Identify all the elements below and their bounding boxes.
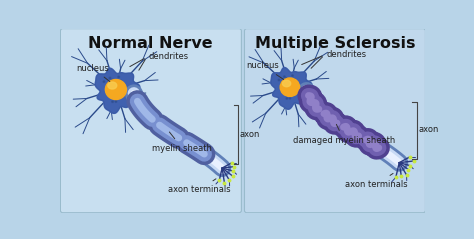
- Text: dendrites: dendrites: [326, 49, 366, 59]
- Ellipse shape: [286, 87, 287, 88]
- Ellipse shape: [294, 79, 295, 80]
- Ellipse shape: [120, 80, 122, 82]
- Ellipse shape: [107, 90, 109, 92]
- Text: dendrites: dendrites: [148, 52, 188, 61]
- Ellipse shape: [283, 76, 285, 77]
- Text: axon terminals: axon terminals: [168, 179, 231, 194]
- Text: axon: axon: [240, 130, 260, 139]
- Text: Multiple Sclerosis: Multiple Sclerosis: [255, 36, 416, 51]
- Ellipse shape: [293, 87, 295, 89]
- Ellipse shape: [128, 88, 130, 89]
- FancyBboxPatch shape: [61, 29, 241, 213]
- Ellipse shape: [107, 89, 109, 91]
- Ellipse shape: [286, 78, 287, 79]
- Ellipse shape: [301, 86, 303, 87]
- Polygon shape: [271, 68, 312, 109]
- Ellipse shape: [292, 75, 293, 76]
- Ellipse shape: [116, 82, 118, 83]
- Text: nucleus: nucleus: [246, 61, 284, 80]
- Ellipse shape: [282, 85, 283, 87]
- Ellipse shape: [278, 79, 280, 81]
- Text: damaged myelin sheath: damaged myelin sheath: [293, 124, 395, 145]
- Ellipse shape: [109, 77, 111, 79]
- Ellipse shape: [120, 90, 121, 91]
- Text: axon terminals: axon terminals: [346, 174, 408, 189]
- Text: axon: axon: [419, 125, 439, 135]
- Ellipse shape: [289, 98, 291, 99]
- Ellipse shape: [108, 87, 109, 89]
- Ellipse shape: [111, 79, 113, 81]
- Ellipse shape: [280, 78, 300, 97]
- FancyBboxPatch shape: [245, 29, 425, 213]
- Ellipse shape: [283, 80, 291, 87]
- Ellipse shape: [105, 80, 127, 99]
- Ellipse shape: [118, 76, 119, 78]
- Ellipse shape: [290, 80, 291, 81]
- Text: myelin sheath: myelin sheath: [152, 132, 212, 153]
- Text: nucleus: nucleus: [76, 64, 110, 82]
- Ellipse shape: [112, 101, 113, 103]
- Polygon shape: [271, 68, 312, 109]
- Ellipse shape: [109, 89, 110, 90]
- Text: Normal Nerve: Normal Nerve: [88, 36, 213, 51]
- Ellipse shape: [103, 81, 105, 82]
- Ellipse shape: [286, 98, 288, 99]
- Ellipse shape: [108, 82, 117, 89]
- Ellipse shape: [282, 87, 283, 88]
- Ellipse shape: [115, 101, 117, 102]
- Polygon shape: [95, 68, 140, 113]
- Polygon shape: [95, 68, 140, 113]
- Ellipse shape: [283, 87, 285, 88]
- Ellipse shape: [113, 82, 115, 84]
- Ellipse shape: [288, 81, 289, 82]
- Ellipse shape: [282, 88, 283, 89]
- Ellipse shape: [111, 89, 113, 91]
